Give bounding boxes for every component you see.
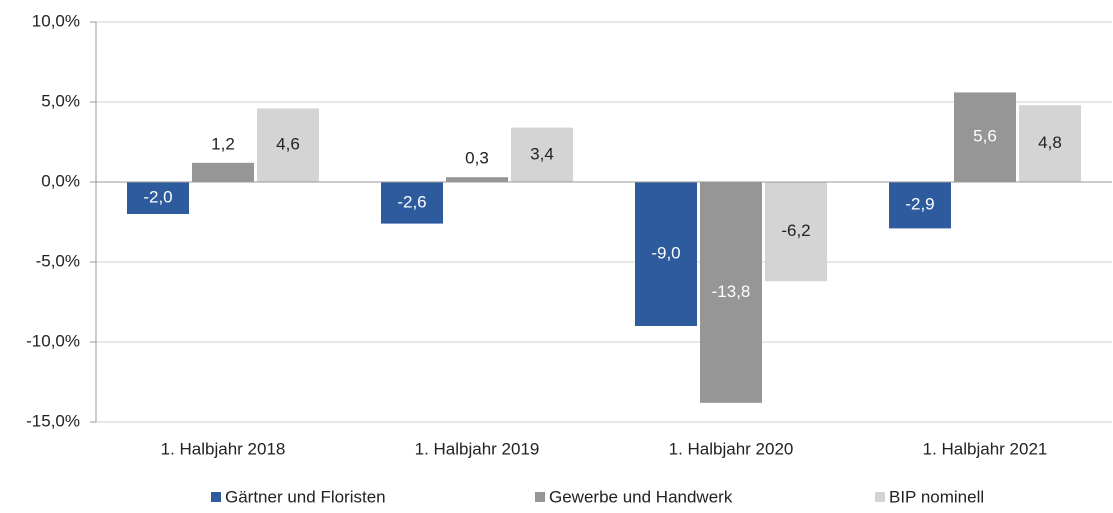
- bar: [635, 182, 697, 326]
- bar: [765, 182, 827, 282]
- y-tick-label: 5,0%: [41, 91, 80, 110]
- data-label: 1,2: [211, 134, 235, 153]
- bar: [127, 182, 189, 214]
- bar: [257, 108, 319, 182]
- data-label: -2,6: [397, 192, 426, 211]
- x-tick-label: 1. Halbjahr 2021: [923, 439, 1048, 458]
- y-tick-label: -15,0%: [26, 411, 80, 430]
- data-label: 4,6: [276, 135, 300, 154]
- legend-swatch: [535, 492, 545, 502]
- y-tick-label: -5,0%: [36, 251, 80, 270]
- legend-swatch: [875, 492, 885, 502]
- bar: [889, 182, 951, 229]
- x-tick-label: 1. Halbjahr 2018: [161, 439, 286, 458]
- legend-label: BIP nominell: [889, 487, 984, 506]
- y-tick-label: 0,0%: [41, 171, 80, 190]
- bar: [446, 177, 508, 182]
- bar: [192, 162, 254, 182]
- data-label: -9,0: [651, 243, 680, 262]
- bar: [700, 182, 762, 403]
- data-label: 5,6: [973, 127, 997, 146]
- y-tick-label: -10,0%: [26, 331, 80, 350]
- data-label: -2,0: [143, 187, 172, 206]
- data-label: 3,4: [530, 144, 554, 163]
- bar: [381, 182, 443, 224]
- bar: [511, 127, 573, 182]
- data-label: 0,3: [465, 149, 489, 168]
- data-label: -6,2: [781, 221, 810, 240]
- legend-label: Gewerbe und Handwerk: [549, 487, 733, 506]
- x-tick-label: 1. Halbjahr 2020: [669, 439, 794, 458]
- bar: [954, 92, 1016, 182]
- y-tick-label: 10,0%: [32, 11, 80, 30]
- data-label: 4,8: [1038, 133, 1062, 152]
- legend-swatch: [211, 492, 221, 502]
- data-label: -13,8: [712, 282, 751, 301]
- bar: [1019, 105, 1081, 182]
- data-label: -2,9: [905, 195, 934, 214]
- legend-label: Gärtner und Floristen: [225, 487, 386, 506]
- x-tick-label: 1. Halbjahr 2019: [415, 439, 540, 458]
